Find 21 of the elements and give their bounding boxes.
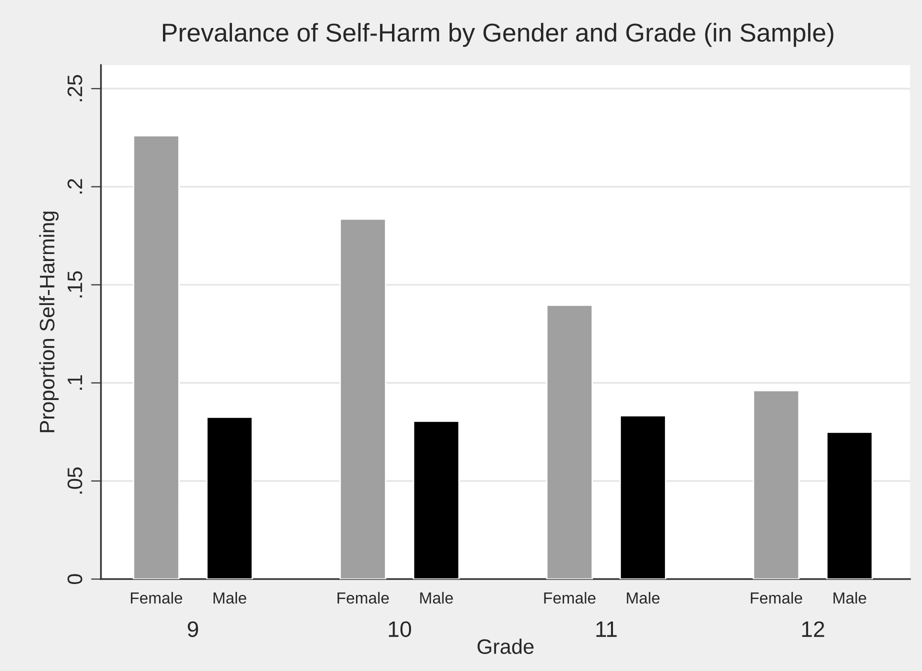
x-axis-title: Grade [478,638,534,654]
x-tick-label: 10 [388,621,412,638]
text: Male [420,592,453,604]
y-tick-label: .05 [68,467,82,494]
y-axis-title: Proportion Self-Harming [39,212,59,432]
x-tick-label: 12 [802,621,824,637]
chart-title: Prevalance of Self-Harm by Gender and Grade (in Sample) [162,22,834,47]
series-label: Male [214,592,246,604]
text: Female [750,592,802,604]
y-tick-label: .25 [68,75,82,102]
text: Male [834,592,866,604]
x-tick-label: 9 [188,621,198,638]
text: Female [338,592,389,604]
y-tick-label: .15 [68,271,82,298]
text: Male [626,592,660,604]
x-tick-label: 11 [596,622,617,637]
text: Female [544,592,596,604]
series-label: Female [130,592,182,604]
y-tick-label: .2 [68,179,82,194]
y-tick-label: 0 [68,574,82,584]
y-tick-label: .1 [68,375,82,390]
